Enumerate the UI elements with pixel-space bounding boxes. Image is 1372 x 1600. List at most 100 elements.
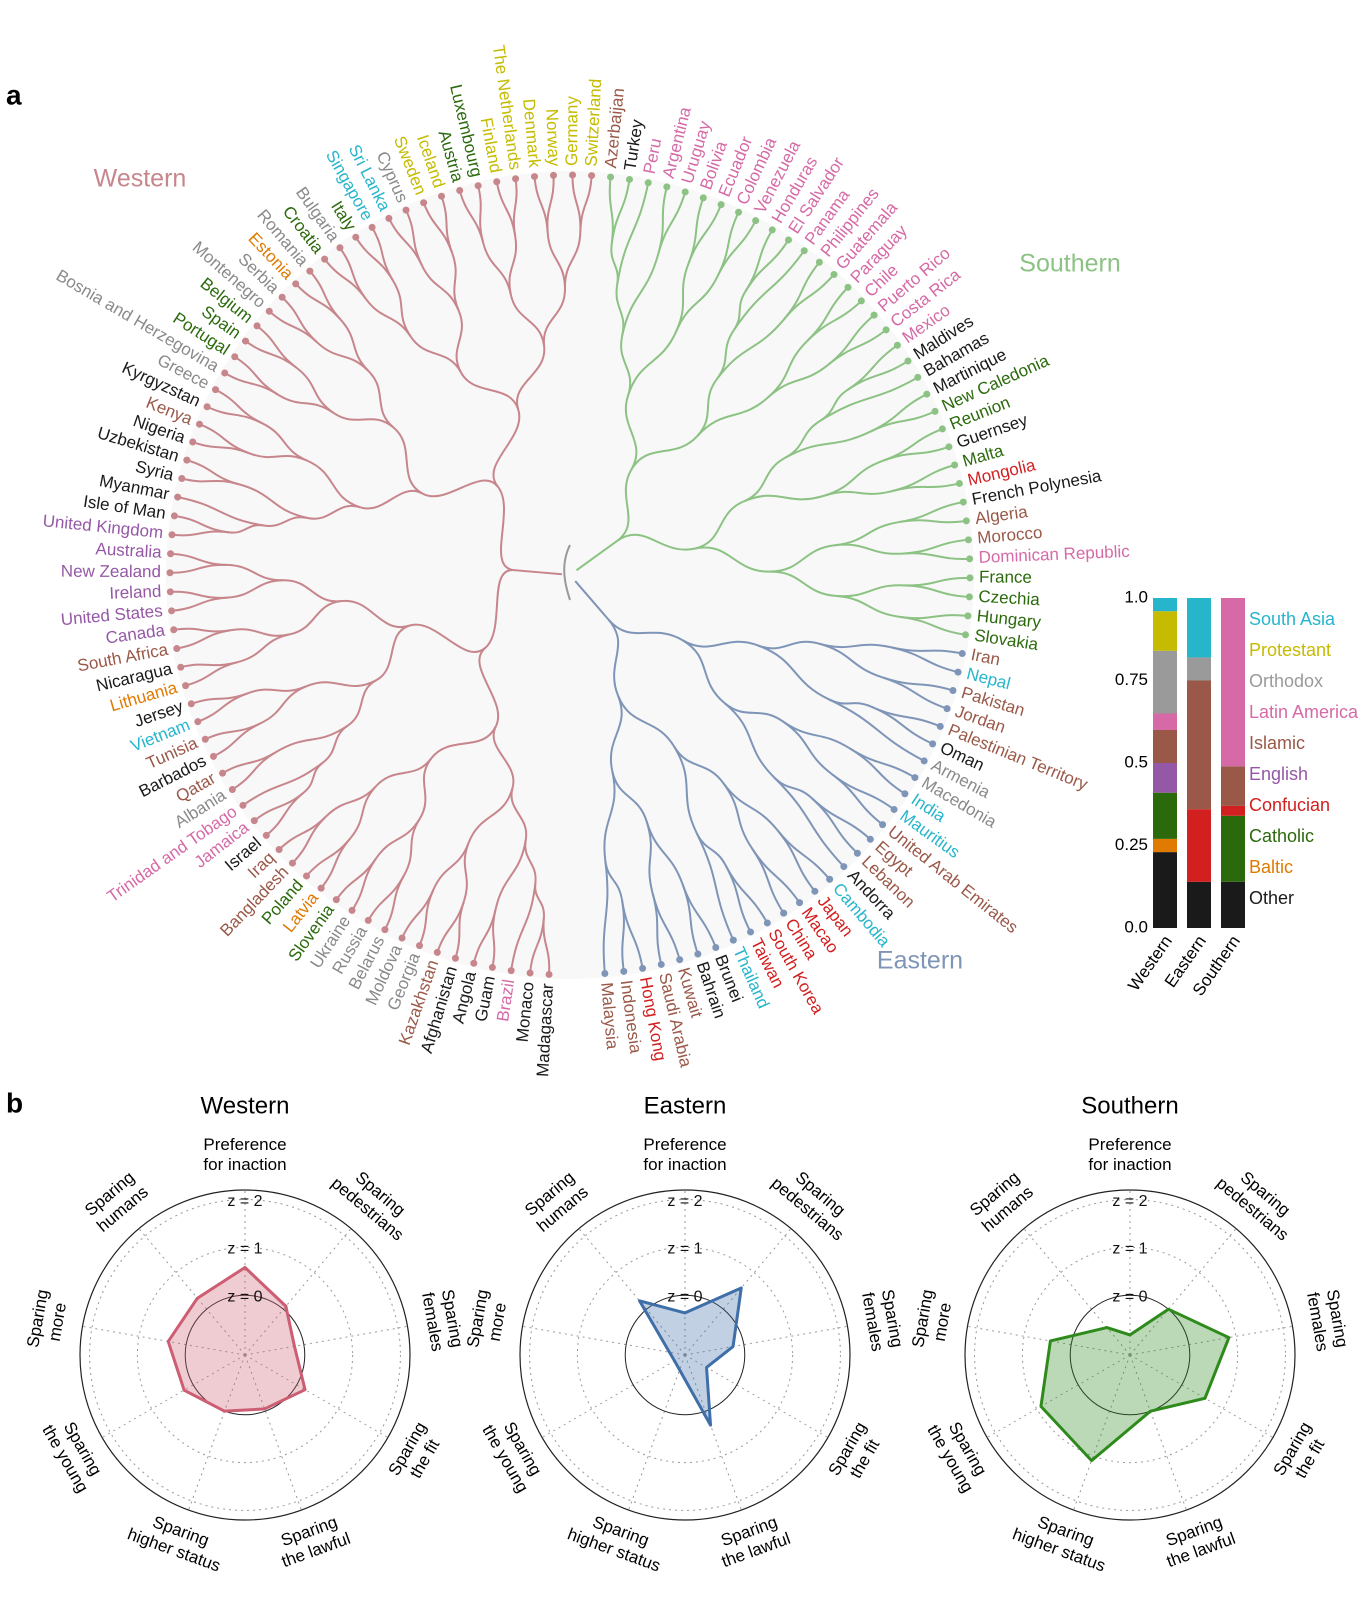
leaf-dot bbox=[512, 175, 520, 183]
leaf-dot bbox=[253, 322, 261, 330]
tree-branch bbox=[657, 191, 687, 254]
tree-branch bbox=[492, 409, 521, 488]
tree-branch bbox=[392, 280, 412, 338]
leaf-dot bbox=[420, 199, 428, 207]
leaf-dot bbox=[168, 607, 176, 615]
tree-branch bbox=[409, 623, 486, 653]
tree-branch bbox=[477, 185, 485, 244]
leaf-dot bbox=[853, 849, 861, 857]
tree-branch bbox=[371, 226, 394, 282]
leaf-dot bbox=[620, 967, 628, 975]
tree-branch bbox=[574, 580, 610, 621]
tree-branch bbox=[215, 388, 263, 425]
leaf-dot bbox=[250, 817, 258, 825]
leaf-dot bbox=[166, 569, 174, 577]
tree-branch bbox=[722, 782, 754, 850]
bar-segment bbox=[1153, 650, 1177, 714]
tree-branch bbox=[616, 469, 633, 542]
radar-outline bbox=[79, 1189, 411, 1521]
leaf-dot bbox=[815, 258, 823, 266]
leaf-dot bbox=[699, 194, 707, 202]
axis-label: Preference for inaction bbox=[203, 1135, 286, 1174]
tree-branch bbox=[305, 679, 377, 688]
panel-label: b bbox=[6, 1087, 23, 1118]
tree-branch bbox=[607, 618, 620, 696]
tree-branch bbox=[627, 330, 678, 396]
legend-entry: English bbox=[1249, 764, 1309, 784]
leaf-dot bbox=[348, 906, 356, 914]
leaf-dot bbox=[949, 686, 957, 694]
country-label: Australia bbox=[95, 539, 163, 562]
leaf-dot bbox=[800, 247, 808, 255]
leaf-dot bbox=[549, 171, 557, 179]
bar-segment bbox=[1221, 598, 1245, 767]
tree-branch bbox=[467, 787, 514, 844]
leaf-dot bbox=[174, 493, 182, 501]
tree-branch bbox=[681, 639, 726, 704]
leaf-dot bbox=[265, 307, 273, 315]
tree-branch bbox=[460, 371, 520, 410]
leaf-dot bbox=[676, 956, 684, 964]
leaf-dot bbox=[663, 183, 671, 191]
legend-entry: Islamic bbox=[1249, 733, 1306, 753]
tree-branch bbox=[455, 310, 463, 373]
tree-branch bbox=[776, 829, 816, 892]
country-label: Dominican Republic bbox=[978, 542, 1130, 567]
leaf-dot bbox=[456, 187, 464, 195]
axis-label-line: for inaction bbox=[643, 1155, 726, 1174]
tree-branch bbox=[325, 785, 377, 818]
tree-branch bbox=[767, 363, 830, 398]
leaf-dot bbox=[784, 236, 792, 244]
leaf-dot bbox=[844, 283, 852, 291]
grid-circle bbox=[89, 1199, 401, 1511]
tree-branch bbox=[694, 500, 744, 550]
tree-branch bbox=[743, 494, 825, 503]
tree-branch bbox=[510, 883, 537, 971]
axis-label: Sparingthe young bbox=[38, 1412, 109, 1496]
tree-branch bbox=[645, 821, 654, 894]
tree-branch bbox=[716, 220, 757, 277]
grid-circle bbox=[1021, 1246, 1239, 1464]
y-tick-label: 1.0 bbox=[1124, 587, 1148, 606]
tree-branch bbox=[630, 435, 699, 471]
axis-label-line: for inaction bbox=[1088, 1155, 1171, 1174]
radar-outline bbox=[519, 1189, 851, 1521]
leaf-dot bbox=[433, 948, 441, 956]
tree-branch bbox=[422, 479, 499, 498]
tree-branch bbox=[902, 552, 970, 560]
tree-branch bbox=[769, 570, 836, 597]
tree-branch bbox=[616, 182, 650, 285]
leaf-dot bbox=[288, 859, 296, 867]
bar-segment bbox=[1187, 881, 1211, 928]
axis-label-line: Preference bbox=[643, 1135, 726, 1154]
leaf-dot bbox=[866, 835, 874, 843]
bar-segment bbox=[1187, 657, 1211, 681]
tree-branch bbox=[784, 430, 872, 459]
axis-label: Sparingthe fit bbox=[385, 1419, 448, 1489]
axis-label: Sparingmore bbox=[24, 1288, 73, 1352]
bar-segment bbox=[1221, 881, 1245, 928]
tree-branch bbox=[306, 459, 361, 509]
leaf-dot bbox=[964, 536, 972, 544]
leaf-dot bbox=[488, 963, 496, 971]
leaf-dot bbox=[470, 959, 478, 967]
tree-branch bbox=[898, 519, 967, 524]
legend: South Asia Protestant Orthodox Latin Americ… bbox=[1249, 604, 1359, 914]
leaf-dot bbox=[763, 919, 771, 927]
y-tick-label: 0.75 bbox=[1115, 670, 1148, 689]
tree-branch bbox=[903, 584, 970, 598]
tree-branch bbox=[621, 899, 625, 972]
tree-branch bbox=[563, 231, 582, 289]
leaf-dot bbox=[228, 785, 236, 793]
leaf-dot bbox=[959, 498, 967, 506]
tree-branch bbox=[278, 815, 327, 851]
tree-branch bbox=[392, 426, 424, 495]
tree-branch bbox=[607, 618, 683, 641]
tree-branch bbox=[529, 917, 545, 974]
tree-branch bbox=[494, 839, 527, 911]
axis-label: Preference for inaction bbox=[643, 1135, 726, 1174]
cluster-label: Southern bbox=[1019, 250, 1120, 278]
tree-branch bbox=[430, 725, 497, 760]
tree-branch bbox=[610, 179, 631, 245]
